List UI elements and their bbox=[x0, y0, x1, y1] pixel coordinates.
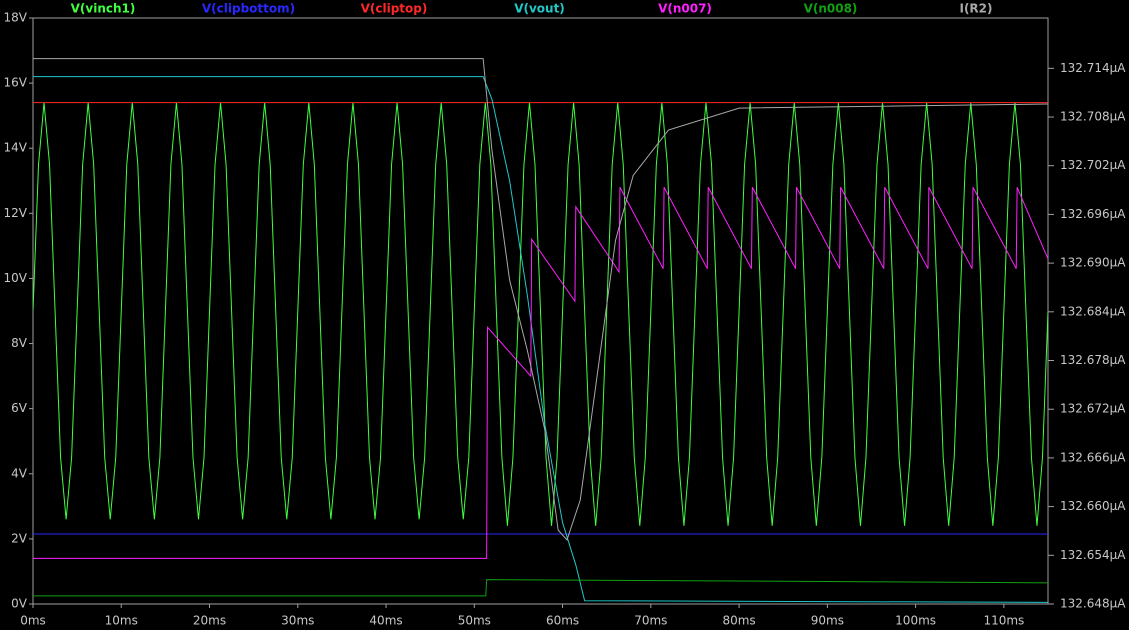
legend-label: V(vinch1) bbox=[71, 2, 136, 16]
series-line bbox=[33, 102, 1048, 526]
y-tick-label: 10V bbox=[4, 271, 28, 285]
y-tick-label: 0V bbox=[11, 597, 28, 611]
x-tick-label: 10ms bbox=[105, 614, 138, 628]
y-tick-label: 16V bbox=[4, 76, 28, 90]
legend-label: V(clipbottom) bbox=[202, 2, 295, 16]
x-tick-label: 80ms bbox=[722, 614, 755, 628]
y2-tick-label: 132.702µA bbox=[1060, 158, 1126, 172]
x-tick-label: 0ms bbox=[20, 614, 46, 628]
y-tick-label: 12V bbox=[4, 206, 28, 220]
y-tick-label: 8V bbox=[11, 336, 28, 350]
y2-tick-label: 132.714µA bbox=[1060, 61, 1126, 75]
x-tick-label: 100ms bbox=[895, 614, 936, 628]
y-tick-label: 4V bbox=[11, 466, 28, 480]
series-line bbox=[33, 58, 1048, 541]
x-tick-label: 90ms bbox=[811, 614, 844, 628]
y2-tick-label: 132.696µA bbox=[1060, 207, 1126, 221]
x-tick-label: 110ms bbox=[983, 614, 1024, 628]
x-tick-label: 60ms bbox=[546, 614, 579, 628]
x-tick-label: 50ms bbox=[458, 614, 491, 628]
y-tick-label: 14V bbox=[4, 141, 28, 155]
plot-area bbox=[33, 58, 1048, 603]
series-line bbox=[33, 76, 1048, 603]
x-tick-label: 30ms bbox=[281, 614, 314, 628]
x-tick-label: 20ms bbox=[193, 614, 226, 628]
y2-tick-label: 132.678µA bbox=[1060, 353, 1126, 367]
y2-tick-label: 132.654µA bbox=[1060, 548, 1126, 562]
y2-tick-label: 132.690µA bbox=[1060, 256, 1126, 270]
y2-tick-label: 132.708µA bbox=[1060, 110, 1126, 124]
series-line bbox=[33, 579, 1048, 597]
y2-tick-label: 132.666µA bbox=[1060, 450, 1126, 464]
x-tick-label: 40ms bbox=[369, 614, 402, 628]
x-tick-label: 70ms bbox=[634, 614, 667, 628]
legend-label: V(vout) bbox=[514, 2, 565, 16]
y-tick-label: 6V bbox=[11, 401, 28, 415]
y2-tick-label: 132.648µA bbox=[1060, 597, 1126, 611]
y2-tick-label: 132.660µA bbox=[1060, 499, 1126, 513]
y-tick-label: 2V bbox=[11, 531, 28, 545]
y-tick-label: 18V bbox=[4, 11, 28, 25]
y2-tick-label: 132.672µA bbox=[1060, 402, 1126, 416]
series-line bbox=[33, 187, 1048, 559]
legend-label: V(n007) bbox=[658, 2, 712, 16]
y2-tick-label: 132.684µA bbox=[1060, 304, 1126, 318]
legend-label: V(n008) bbox=[804, 2, 858, 16]
legend-label: V(cliptop) bbox=[361, 2, 428, 16]
legend-label: I(R2) bbox=[959, 2, 992, 16]
